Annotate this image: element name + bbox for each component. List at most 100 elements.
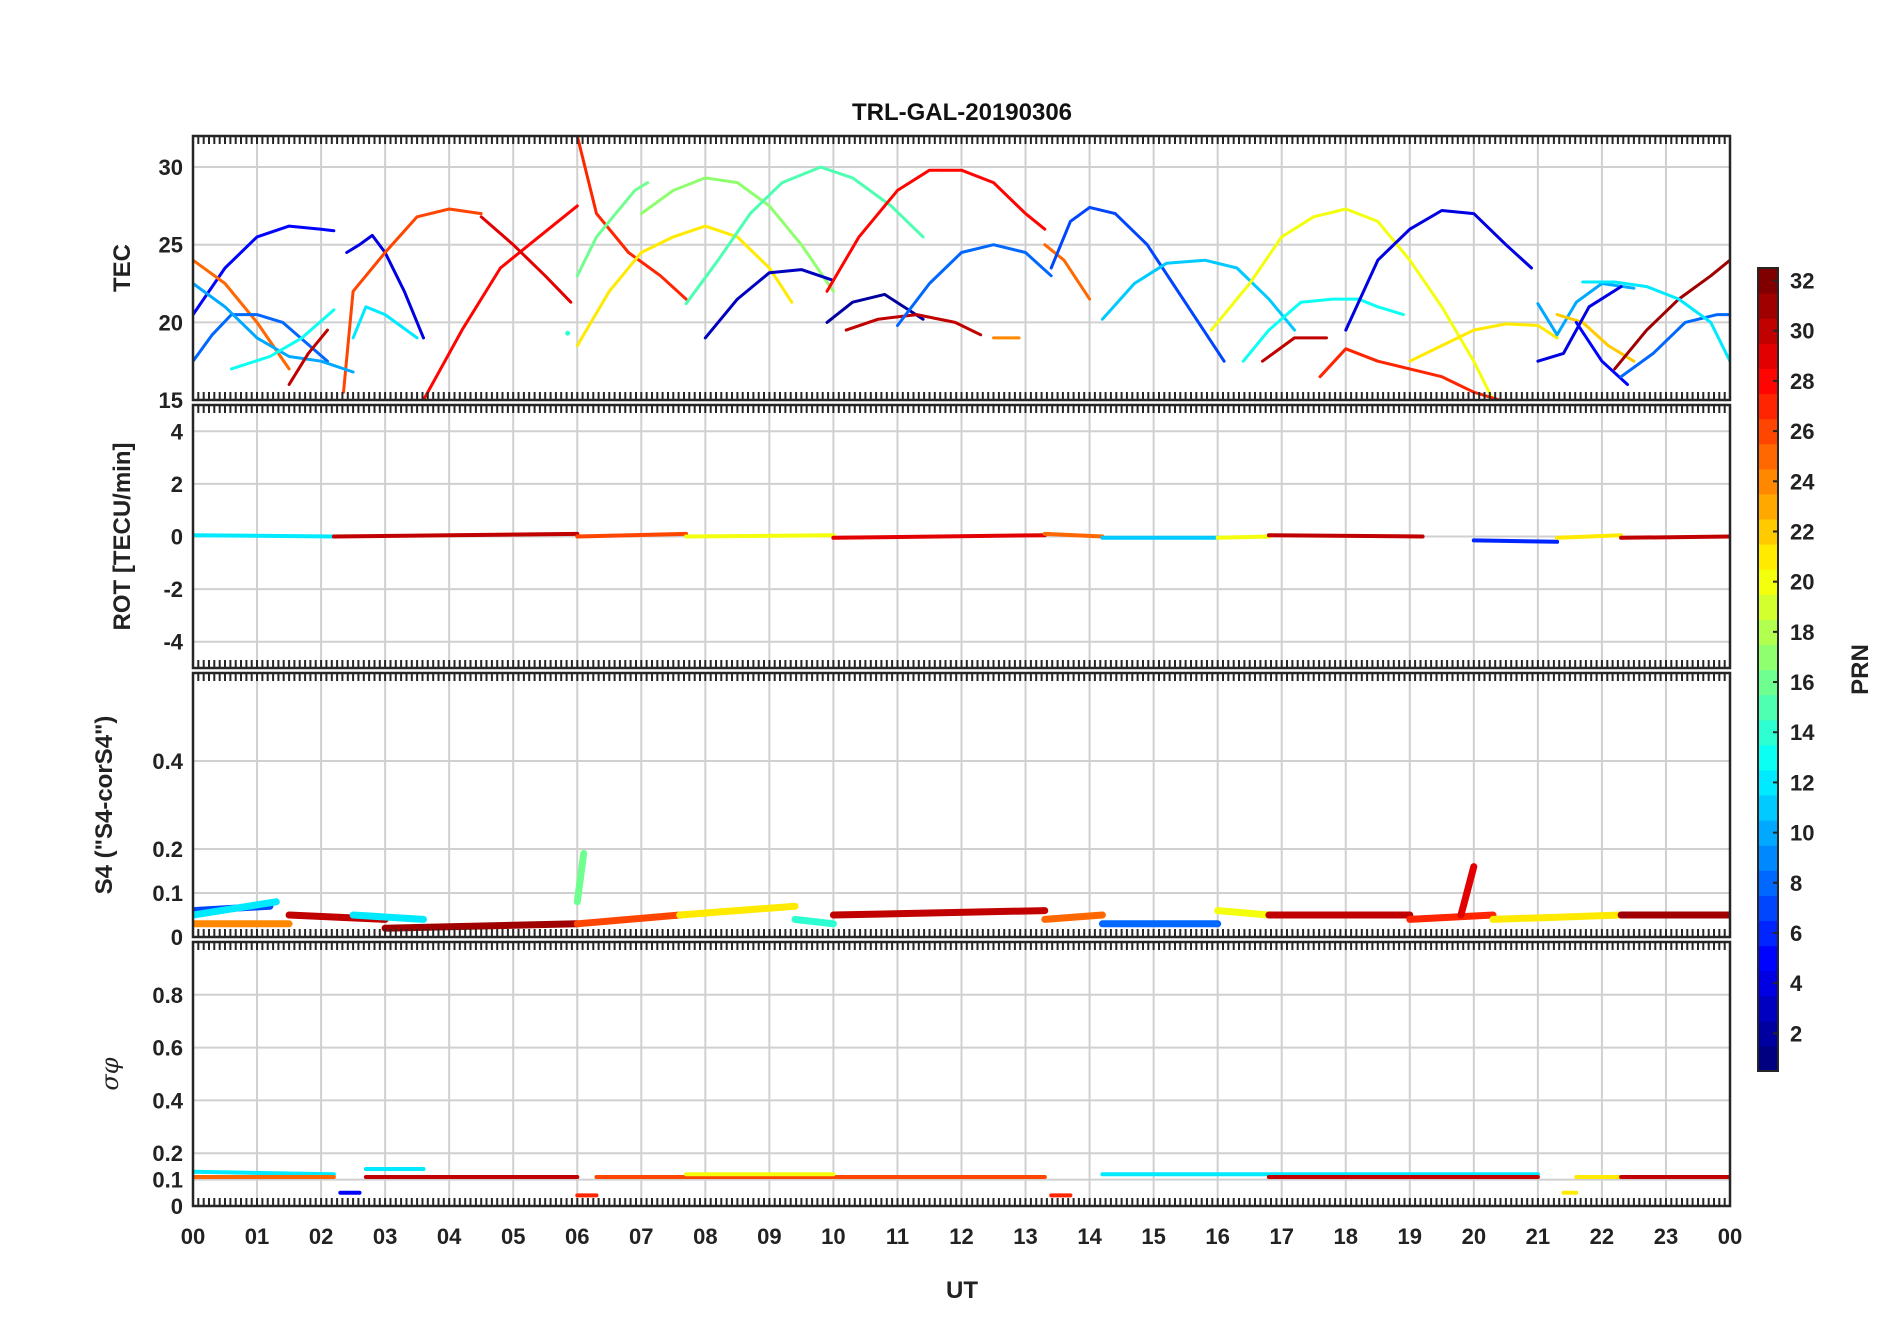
colorbar-segment — [1758, 418, 1778, 445]
colorbar-segment — [1758, 1020, 1778, 1047]
s4-series-group — [193, 849, 1730, 932]
colorbar-tick-label: 20 — [1790, 570, 1814, 595]
series-line-prn-10 — [193, 282, 355, 374]
series-line-prn-26 — [342, 207, 483, 394]
series-line-prn-26 — [573, 911, 684, 928]
colorbar-segment — [1758, 468, 1778, 495]
x-tick-label: 23 — [1654, 1224, 1678, 1249]
series-line-prn-5 — [1574, 320, 1629, 386]
series-line-prn-3 — [703, 268, 835, 340]
series-line-prn-12 — [351, 305, 419, 340]
colorbar-tick-label: 22 — [1790, 519, 1814, 544]
rot-panel: -4 -2 0 2 4 ROT [TECU/min] — [109, 403, 1732, 670]
x-tick-label: 14 — [1077, 1224, 1102, 1249]
x-tick-label: 00 — [1718, 1224, 1742, 1249]
colorbar-tick-label: 32 — [1790, 269, 1814, 294]
y-tick-label: 0.4 — [152, 1088, 183, 1113]
y-tick-label: 30 — [159, 155, 183, 180]
colorbar-segment — [1758, 493, 1778, 520]
series-line-prn-10 — [1536, 282, 1636, 337]
colorbar-segment — [1758, 318, 1778, 344]
colorbar-segment — [1758, 694, 1778, 721]
x-tick-label: 02 — [309, 1224, 333, 1249]
y-axis-label: TEC — [109, 244, 136, 292]
y-axis-label: S4 ("S4-corS4") — [91, 716, 118, 895]
series-line-prn-20 — [684, 533, 836, 539]
series-line-prn-30 — [287, 328, 329, 386]
y-tick-label: 0.2 — [152, 1141, 183, 1166]
series-line-prn-12 — [1581, 280, 1730, 363]
series-line-prn-14 — [791, 915, 837, 928]
y-tick-label: 2 — [171, 472, 183, 497]
series-line-prn-22 — [1555, 313, 1636, 363]
x-tick-label: 08 — [693, 1224, 717, 1249]
colorbar-segment — [1758, 945, 1778, 972]
sigma_phi-series-group — [193, 1167, 1730, 1198]
series-line-prn-30 — [1266, 533, 1425, 539]
x-tick-label: 04 — [437, 1224, 462, 1249]
x-tick-label: 15 — [1141, 1224, 1165, 1249]
series-line-prn-27 — [575, 136, 688, 301]
colorbar-segment — [1758, 1045, 1778, 1072]
sigma_phi-axes-frame — [191, 940, 1732, 1208]
y-tick-label: 0.1 — [152, 881, 183, 906]
y-axis-label: ROT [TECU/min] — [109, 443, 136, 631]
series-line-prn-30 — [331, 531, 580, 539]
tec-series-group — [193, 136, 1730, 400]
x-tick-label: 18 — [1334, 1224, 1358, 1249]
colorbar-tick-label: 4 — [1790, 971, 1803, 996]
colorbar-segment — [1758, 594, 1778, 620]
series-line-prn-25 — [1042, 531, 1105, 539]
x-tick-label: 11 — [886, 1224, 909, 1249]
series-line-prn-30 — [844, 313, 983, 337]
colorbar-label: PRN — [1847, 644, 1874, 695]
x-tick-label: 21 — [1526, 1224, 1550, 1249]
x-tick-label: 19 — [1398, 1224, 1422, 1249]
colorbar-tick-label: 14 — [1790, 720, 1815, 745]
series-line-prn-30 — [829, 907, 1049, 919]
colorbar-segment — [1758, 293, 1778, 319]
series-line-prn-8 — [896, 243, 1053, 327]
colorbar-segment — [1758, 393, 1778, 420]
tec-panel: 15 20 25 30 TEC — [109, 134, 1732, 413]
x-tick-label: 05 — [501, 1224, 525, 1249]
y-tick-label: 4 — [171, 419, 184, 444]
x-tick-label: 22 — [1590, 1224, 1614, 1249]
series-line-prn-25 — [1043, 243, 1092, 301]
series-line-prn-11 — [1100, 258, 1296, 332]
s4-panel: 0 0.1 0.2 0.4 S4 ("S4-corS4") — [91, 671, 1732, 950]
series-line-prn-30 — [1619, 534, 1730, 540]
colorbar-segment — [1758, 569, 1778, 595]
chart-title: TRL-GAL-20190306 — [852, 99, 1072, 126]
tec-axes-frame — [191, 134, 1732, 402]
x-axis-label: UT — [946, 1277, 978, 1304]
colorbar-tick-label: 6 — [1790, 921, 1802, 946]
series-line-prn-13 — [229, 308, 336, 371]
colorbar-segment — [1758, 544, 1778, 570]
y-tick-label: 20 — [159, 310, 183, 335]
x-tick-label: 03 — [373, 1224, 397, 1249]
series-line-prn-16 — [573, 849, 588, 906]
series-line-prn-13 — [1241, 297, 1405, 363]
colorbar-segment — [1758, 820, 1778, 846]
series-line-prn-12 — [349, 911, 427, 923]
series-line-prn-21 — [575, 224, 794, 348]
series-line-prn-15 — [684, 165, 925, 306]
series-line-prn-8 — [1619, 313, 1730, 379]
rot-axes-frame — [191, 403, 1732, 670]
series-line-prn-4 — [345, 233, 425, 340]
x-tick-label: 01 — [245, 1224, 269, 1249]
series-line-prn-26 — [575, 531, 689, 539]
colorbar-segment — [1758, 970, 1778, 997]
x-tick-label: 10 — [821, 1224, 845, 1249]
x-tick-label: 06 — [565, 1224, 589, 1249]
colorbar-tick-label: 26 — [1790, 419, 1814, 444]
series-line-prn-12 — [193, 898, 280, 919]
series-line-prn-4 — [1536, 285, 1623, 363]
series-line-prn-28 — [825, 168, 1047, 293]
series-line-prn-30 — [1261, 336, 1328, 363]
colorbar-segment — [1758, 870, 1778, 896]
s4-axes-frame — [191, 671, 1732, 939]
